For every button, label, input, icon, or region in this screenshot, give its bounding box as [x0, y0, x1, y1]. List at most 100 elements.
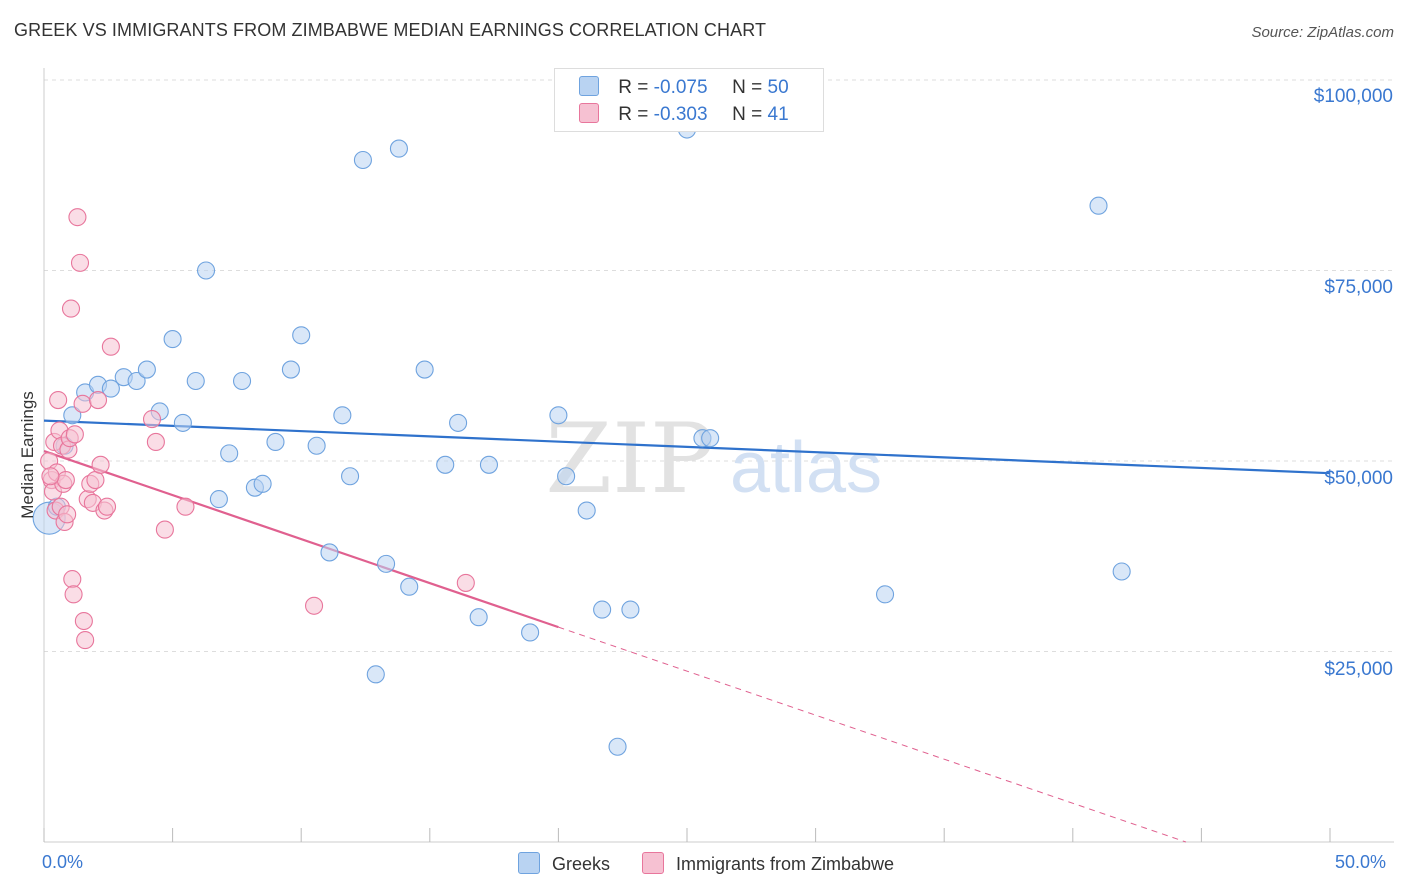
y-axis-label: Median Earnings — [18, 391, 37, 519]
greeks-point — [307, 436, 326, 455]
zimbabwe-point — [142, 410, 162, 429]
x-tick-max: 50.0% — [1335, 852, 1387, 872]
zimbabwe-point — [76, 631, 95, 650]
zimbabwe-point — [155, 520, 174, 539]
zimbabwe-point — [97, 497, 117, 516]
greeks-point — [173, 413, 192, 432]
trendlines — [43, 419, 1331, 843]
zimbabwe-point — [68, 208, 87, 227]
legend-n-label: N = — [732, 77, 763, 98]
greeks-point — [593, 600, 612, 619]
legend-r-value: -0.303 — [653, 104, 708, 125]
trendline-zimbabwe-dashed — [558, 626, 1187, 843]
greeks-point — [232, 371, 252, 391]
greeks-point — [449, 413, 468, 432]
x-tick-min: 0.0% — [42, 852, 84, 872]
axes — [43, 68, 1394, 843]
greeks-point — [220, 444, 239, 463]
correlation-legend: R = -0.075 N = 50 R = -0.303 N = 41 — [554, 68, 824, 132]
greeks-point — [1089, 196, 1108, 215]
zimbabwe-point — [61, 299, 81, 318]
greeks-point — [377, 554, 396, 573]
chart-title: GREEK VS IMMIGRANTS FROM ZIMBABWE MEDIAN… — [14, 20, 767, 40]
legend-r-value: -0.075 — [653, 77, 708, 98]
greeks-point — [875, 585, 895, 604]
greeks-point — [549, 406, 568, 425]
greeks-point — [608, 737, 627, 756]
greeks-point — [101, 379, 120, 398]
legend-r-label: R = — [618, 104, 649, 125]
greeks-point — [333, 406, 352, 425]
greeks-point — [196, 261, 216, 280]
greeks-point — [341, 467, 360, 486]
greeks-point — [389, 139, 408, 158]
greeks-point — [701, 429, 720, 448]
zimbabwe-point — [86, 470, 105, 490]
zimbabwe-point — [58, 505, 77, 524]
gridlines — [44, 79, 1394, 652]
legend-label-zimbabwe: Immigrants from Zimbabwe — [676, 854, 895, 874]
greeks-point — [127, 371, 146, 391]
greeks-point — [436, 455, 455, 474]
greeks-point — [281, 360, 300, 379]
legend-n-label: N = — [732, 104, 763, 125]
greeks-point — [209, 490, 228, 509]
greeks-point — [621, 600, 640, 619]
zimbabwe-point — [56, 470, 75, 490]
legend-swatch-pink — [579, 103, 599, 123]
zimbabwe-point — [146, 432, 165, 452]
greeks-point — [577, 501, 596, 520]
zimbabwe-point — [65, 425, 84, 444]
y-tick-75000: $75,000 — [1324, 277, 1393, 298]
zimbabwe-point — [64, 585, 83, 604]
greeks-point — [253, 474, 272, 493]
greeks-point — [521, 623, 540, 642]
zimbabwe-point — [70, 253, 90, 272]
trendline-zimbabwe — [43, 450, 559, 629]
watermark-atlas: atlas — [730, 428, 882, 508]
zimbabwe-point — [305, 596, 324, 615]
greeks-point — [163, 330, 182, 349]
zimbabwe-point — [41, 467, 60, 486]
legend-row-greeks: R = -0.075 N = 50 — [579, 76, 789, 99]
greeks-point — [137, 360, 156, 379]
legend-entry-zimbabwe: Immigrants from Zimbabwe — [642, 852, 894, 875]
greeks-point — [63, 406, 82, 425]
greeks-point — [366, 665, 385, 684]
greeks-point — [266, 432, 285, 452]
zimbabwe-point — [176, 497, 195, 516]
greeks-point — [353, 150, 372, 170]
legend-r-label: R = — [618, 77, 649, 98]
watermark-zip: ZIP — [545, 403, 714, 515]
legend-swatch-blue — [579, 76, 599, 96]
legend-swatch-greeks — [518, 852, 540, 874]
legend-label-greeks: Greeks — [552, 854, 611, 874]
legend-entry-greeks: Greeks — [518, 852, 610, 875]
greeks-point — [1112, 562, 1131, 581]
zimbabwe-point — [63, 570, 82, 589]
trendline-greeks — [43, 419, 1331, 475]
y-tick-100000: $100,000 — [1313, 86, 1393, 107]
y-tick-50000: $50,000 — [1324, 468, 1393, 489]
greeks-point — [400, 577, 419, 596]
greeks-point — [320, 543, 339, 562]
legend-swatch-zimbabwe — [642, 852, 664, 874]
legend-n-value: 50 — [767, 77, 789, 98]
zimbabwe-point — [49, 390, 68, 410]
greeks-point — [292, 326, 311, 345]
y-tick-25000: $25,000 — [1324, 659, 1393, 680]
zimbabwe-point — [101, 337, 120, 356]
zimbabwe-point — [88, 390, 108, 410]
source-label: Source: ZipAtlas.com — [1251, 24, 1394, 41]
zimbabwe-point — [456, 573, 475, 592]
zimbabwe-point — [74, 611, 93, 631]
greeks-point — [186, 371, 205, 391]
legend-n-value: 41 — [767, 104, 789, 125]
greeks-point — [557, 467, 576, 486]
legend-row-zimbabwe: R = -0.303 N = 41 — [579, 103, 789, 126]
watermark: ZIP atlas — [545, 403, 882, 515]
zimbabwe-point — [73, 394, 92, 413]
greeks-point — [469, 608, 488, 627]
zimbabwe-point — [91, 455, 110, 474]
